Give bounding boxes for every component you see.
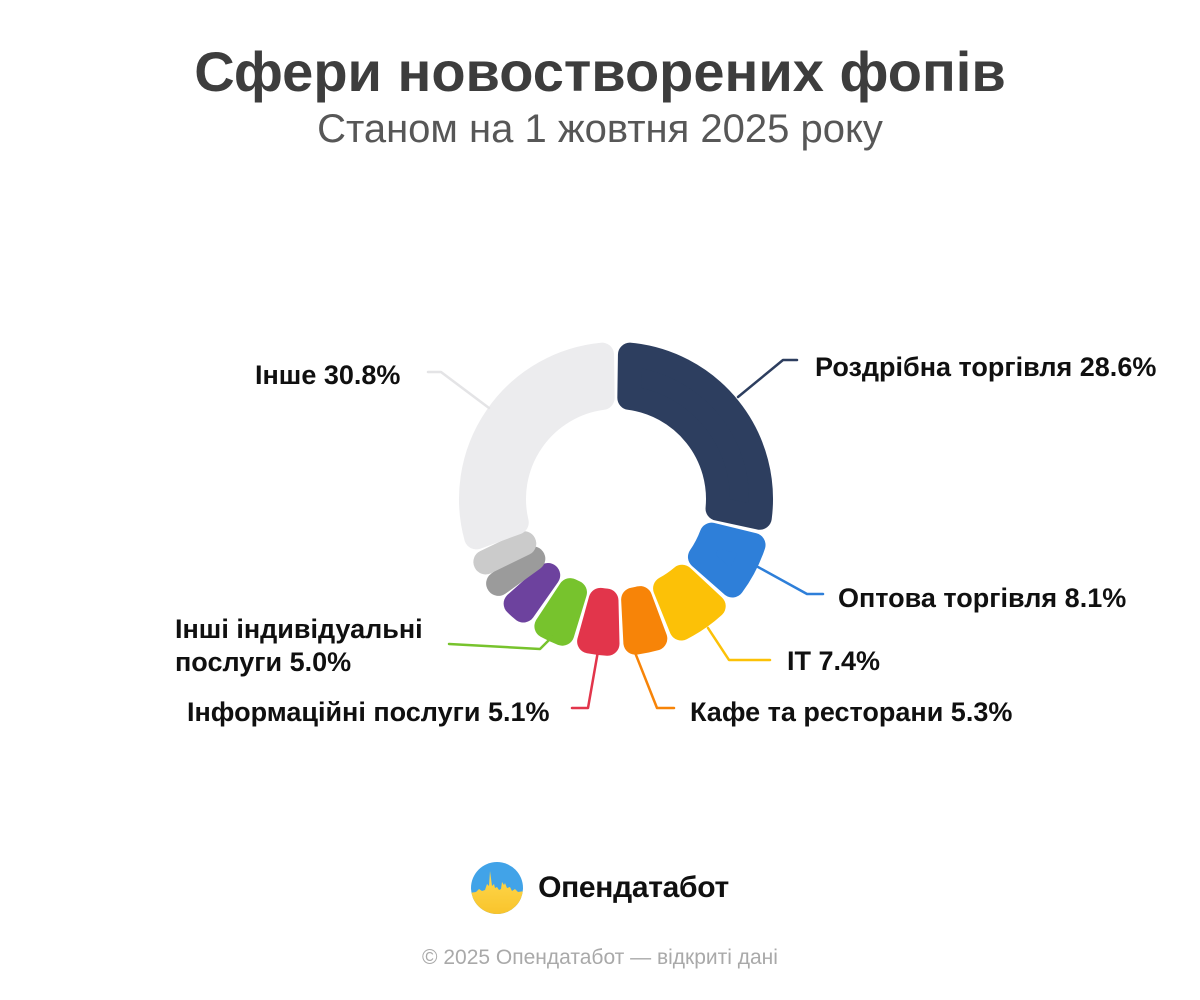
opendatabot-logo: Опендатабот xyxy=(0,862,1200,914)
donut-segment-unlabeled-6 xyxy=(503,562,561,623)
callout-other: Інше 30.8% xyxy=(255,360,401,390)
donut-segment-інше xyxy=(459,342,615,550)
donut-segment-роздрібна-торгівля xyxy=(617,342,773,530)
leader-cafe-restaurants xyxy=(632,648,676,710)
leader-retail-trade xyxy=(736,358,799,399)
callout-info-services: Інформаційні послуги 5.1% xyxy=(187,697,550,727)
leader-it xyxy=(706,626,772,662)
donut-segment-інформаційні-послуги xyxy=(577,587,620,656)
callout-other-individual-services: Інші індивідуальні послуги 5.0% xyxy=(175,614,423,677)
donut-segment-оптова-торгівля xyxy=(687,522,766,598)
callout-cafe-restaurants: Кафе та ресторани 5.3% xyxy=(690,697,1013,727)
leader-info-services xyxy=(570,649,600,710)
callout-it: IT 7.4% xyxy=(787,646,881,676)
donut-segment-інші-індивідуальні-послуги xyxy=(534,578,587,646)
page-title: Сфери новостворених фопів xyxy=(194,40,1006,103)
copyright-line: © 2025 Опендатабот — відкриті дані xyxy=(422,946,778,969)
donut-segment-unlabeled-8 xyxy=(473,531,537,575)
leader-other-individual xyxy=(447,635,554,651)
donut-segment-it xyxy=(653,564,726,641)
opendatabot-logo-icon xyxy=(471,862,524,914)
donut-segment-кафе-та-ресторани xyxy=(621,586,668,655)
callout-wholesale-trade: Оптова торгівля 8.1% xyxy=(838,583,1127,613)
leader-wholesale-trade xyxy=(756,565,825,596)
page-subtitle: Станом на 1 жовтня 2025 року xyxy=(317,107,883,151)
opendatabot-logo-text: Опендатабот xyxy=(538,871,729,904)
donut-segment-unlabeled-7 xyxy=(486,546,546,596)
callout-retail-trade: Роздрібна торгівля 28.6% xyxy=(815,352,1157,382)
leader-other xyxy=(426,370,491,410)
